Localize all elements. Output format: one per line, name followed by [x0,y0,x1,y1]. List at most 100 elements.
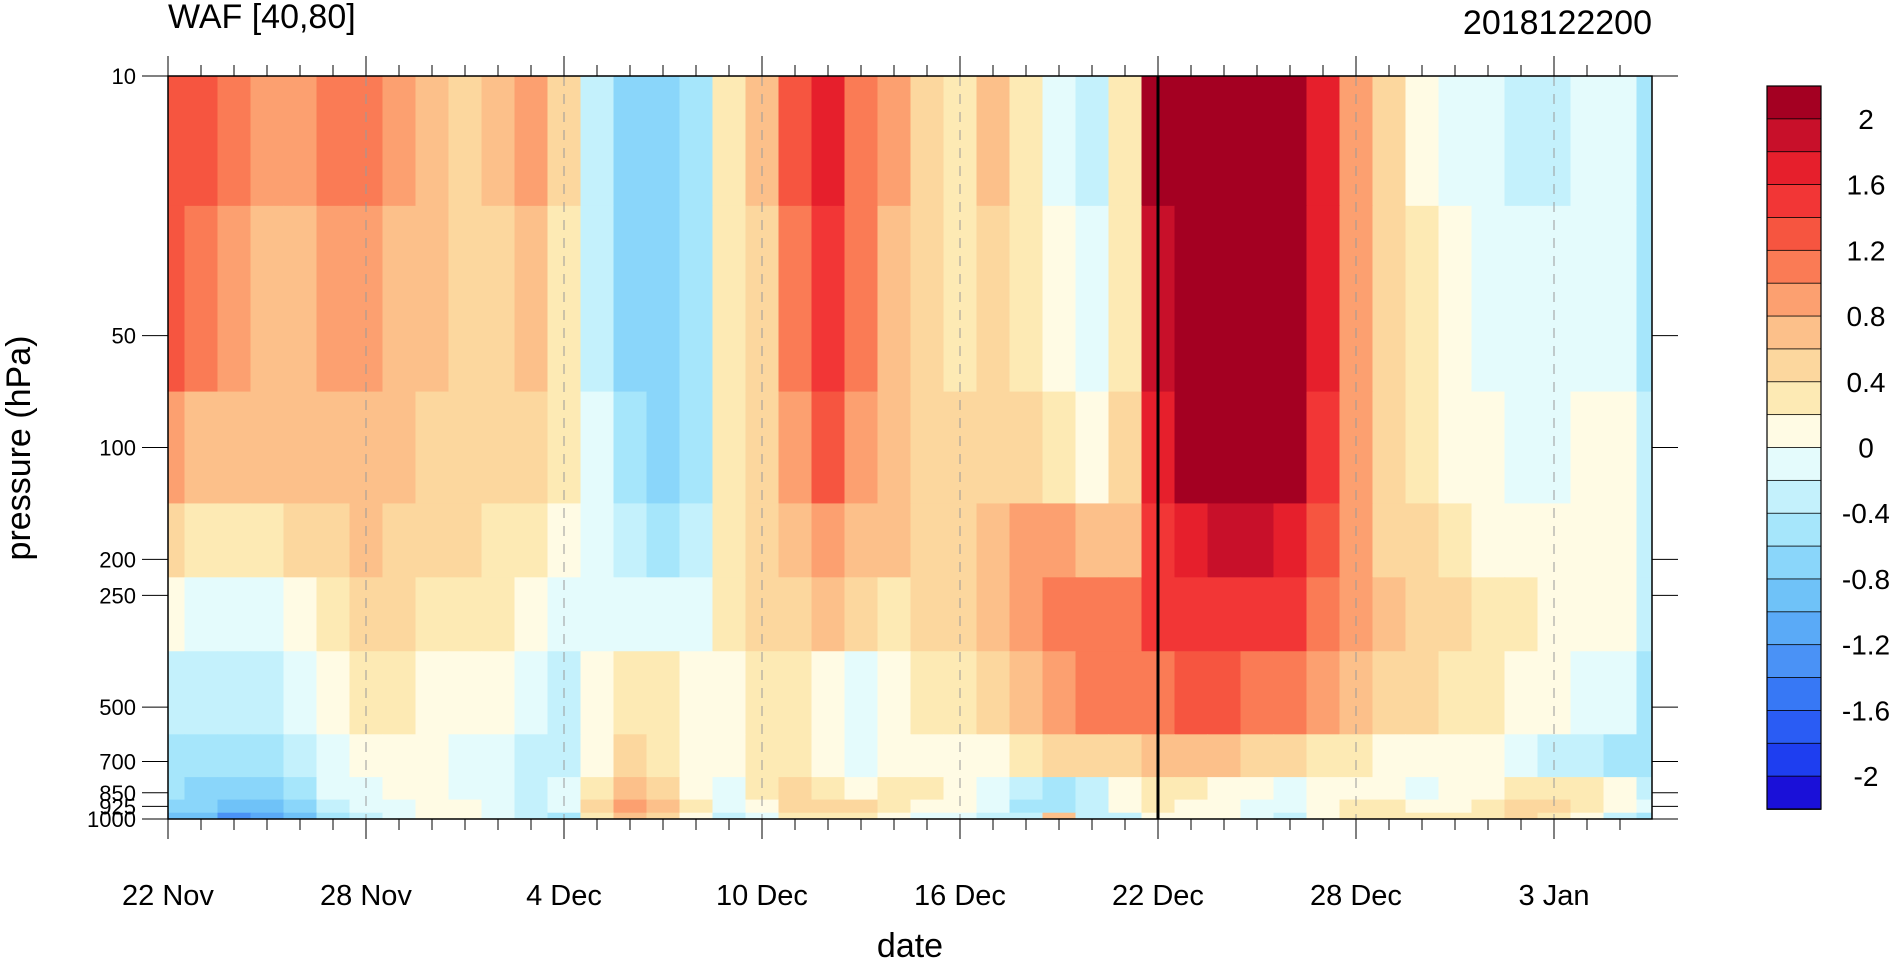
field-cell [877,577,912,652]
colorbar-swatch [1766,184,1822,219]
field-cell [283,799,318,814]
field-cell [316,651,351,735]
field-cell [910,503,945,578]
field-cell [976,777,1011,801]
field-cell [1405,777,1440,801]
field-cell [448,503,483,578]
field-cell [1108,799,1143,814]
field-cell [1636,812,1652,819]
field-cell [1570,205,1605,393]
colorbar-swatch [1766,217,1822,252]
field-cell [448,76,483,207]
field-cell [1174,799,1209,814]
field-cell [217,503,252,578]
field-cell [1240,503,1275,578]
colorbar-tick-label: 0.4 [1847,367,1886,398]
field-cell [1075,799,1110,814]
field-cell [481,799,516,814]
field-cell [580,651,615,735]
field-cell [1570,391,1605,505]
field-cell [778,777,813,801]
field-cell [316,391,351,505]
field-cell [976,799,1011,814]
field-cell [1471,76,1506,207]
field-cell [1636,503,1652,578]
field-cell [1108,651,1143,735]
field-cell [168,651,186,735]
colorbar-tick-label: -0.8 [1842,564,1889,595]
field-cell [976,503,1011,578]
field-cell [1240,777,1275,801]
field-cell [250,76,285,207]
colorbar-tick-label: 2 [1858,104,1874,135]
colorbar-swatch [1766,512,1822,547]
field-cell [580,777,615,801]
field-cell [1405,205,1440,393]
field-cell [877,812,912,819]
field-cell [1075,777,1110,801]
field-cell [1009,205,1044,393]
field-cell [448,205,483,393]
field-cell [514,391,549,505]
colorbar-swatch [1766,611,1822,646]
field-cell [1042,76,1077,207]
field-cell [712,777,747,801]
field-cell [481,812,516,819]
y-tick-label: 1000 [87,807,136,832]
field-cell [382,812,417,819]
y-tick-label: 500 [99,695,136,720]
field-cell [316,205,351,393]
field-cell [1570,777,1605,801]
field-cell [448,812,483,819]
field-cell [217,651,252,735]
colorbar-swatch [1766,249,1822,285]
colorbar-swatch [1766,315,1822,350]
field-cell [1075,651,1110,735]
field-cell [1537,777,1572,801]
field-cell [646,651,681,735]
y-tick-label: 10 [112,64,136,89]
field-cell [910,205,945,393]
field-cell [547,734,582,778]
field-cell [877,205,912,393]
field-cell [250,391,285,505]
field-cell [1504,651,1539,735]
field-cell [1108,777,1143,801]
colorbar-tick-label: -1.2 [1842,630,1889,661]
field-cell [613,503,648,578]
field-cell [1537,734,1572,778]
field-cell [877,503,912,578]
chart-title: WAF [40,80] [168,0,356,36]
field-cell [943,799,978,814]
x-axis-label: date [877,927,943,961]
field-cell [976,651,1011,735]
field-cell [1207,777,1242,801]
field-cell [1438,391,1473,505]
field-cell [481,205,516,393]
field-cell [1009,76,1044,207]
field-cell [481,734,516,778]
y-tick-label: 700 [99,749,136,774]
field-cell [316,734,351,778]
colorbar-tick-label: -0.4 [1842,498,1889,529]
field-cell [976,734,1011,778]
field-cell [349,777,384,801]
field-cell [217,799,252,814]
colorbar-swatch [1766,348,1822,383]
field-cell [1042,734,1077,778]
field-cell [1372,503,1407,578]
field-cell [778,812,813,819]
field-cell [1009,577,1044,652]
field-cell [1075,391,1110,505]
field-cell [1636,577,1652,652]
field-cell [316,503,351,578]
field-cell [1207,76,1242,207]
field-cell [382,577,417,652]
field-cell [679,651,714,735]
field-cell [184,777,219,801]
field-cell [217,391,252,505]
field-cell [1372,799,1407,814]
field-cell [1603,799,1638,814]
field-cell [349,799,384,814]
